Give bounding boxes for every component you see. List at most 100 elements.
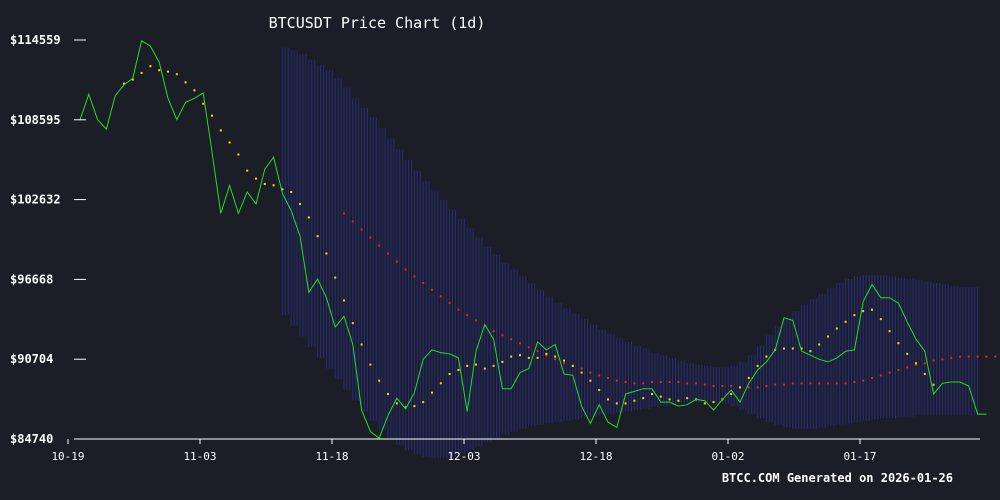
short-ma-point — [598, 389, 601, 391]
long-ma-point — [527, 346, 530, 349]
short-ma-point — [871, 308, 873, 311]
long-ma-point — [598, 374, 601, 377]
long-ma-point — [906, 366, 909, 369]
x-tick-label: 11-03 — [183, 450, 216, 463]
long-ma-point — [967, 355, 970, 358]
short-ma-point — [923, 373, 926, 375]
long-ma-point — [492, 330, 495, 333]
short-ma-point — [818, 343, 821, 346]
price-line — [79, 40, 987, 440]
short-ma-point — [439, 382, 442, 385]
short-ma-point — [237, 153, 240, 156]
short-ma-point — [879, 318, 882, 321]
short-ma-point — [510, 355, 513, 358]
short-ma-point — [290, 191, 293, 193]
long-ma-point — [466, 314, 469, 317]
x-tick-label: 01-17 — [843, 450, 876, 463]
short-ma-point — [809, 350, 812, 353]
long-ma-point — [659, 381, 662, 383]
long-ma-point — [879, 374, 882, 377]
long-ma-point — [378, 244, 381, 247]
long-ma-point — [959, 355, 961, 358]
short-ma-point — [783, 347, 785, 350]
short-ma-point — [527, 356, 530, 359]
short-ma-point — [360, 343, 363, 346]
short-ma-point — [167, 70, 169, 73]
long-ma-point — [923, 362, 926, 365]
short-ma-point — [888, 330, 891, 333]
short-ma-point — [281, 188, 284, 191]
short-ma-point — [431, 391, 433, 394]
short-ma-point — [387, 393, 389, 395]
short-ma-point — [853, 314, 856, 317]
long-ma-point — [580, 367, 583, 370]
short-ma-point — [563, 359, 565, 362]
long-ma-point — [721, 385, 724, 387]
short-ma-point — [263, 183, 266, 185]
short-ma-point — [897, 342, 900, 345]
long-ma-point — [439, 295, 442, 298]
short-ma-point — [739, 386, 741, 389]
short-ma-point — [712, 401, 715, 404]
x-axis-ticks: 10-19 11-03 11-18 12-03 12-18 01-02 01-17 — [51, 439, 877, 463]
short-ma-point — [642, 397, 645, 400]
long-ma-point — [871, 377, 873, 379]
long-ma-point — [519, 342, 521, 345]
short-ma-point — [492, 364, 495, 367]
long-ma-point — [510, 338, 513, 341]
short-ma-point — [580, 371, 583, 374]
short-ma-point — [184, 81, 187, 84]
short-ma-point — [633, 399, 636, 402]
long-ma-point — [501, 334, 504, 337]
short-ma-point — [228, 141, 231, 144]
long-ma-point — [809, 382, 812, 385]
long-ma-point — [351, 220, 354, 223]
long-ma-point — [457, 308, 460, 311]
long-ma-point — [765, 385, 768, 387]
long-ma-point — [774, 383, 777, 386]
y-tick-label: $108595 — [10, 113, 61, 127]
long-ma-point — [448, 302, 451, 305]
short-ma-point — [378, 379, 381, 382]
short-ma-point — [334, 276, 337, 279]
long-ma-point — [941, 358, 944, 361]
short-ma-point — [158, 69, 161, 72]
short-ma-point — [140, 71, 143, 74]
long-ma-point — [800, 382, 803, 385]
long-ma-point — [607, 377, 609, 379]
long-ma-point — [360, 228, 363, 231]
short-ma-point — [862, 310, 865, 313]
long-ma-point — [642, 382, 645, 385]
short-ma-point — [351, 322, 354, 325]
short-ma-point — [501, 360, 504, 363]
long-ma-point — [915, 363, 917, 366]
short-ma-point — [554, 355, 557, 358]
short-ma-point — [536, 356, 539, 359]
long-ma-point — [791, 382, 794, 385]
short-ma-point — [615, 402, 618, 405]
long-ma-point — [422, 282, 425, 284]
short-ma-point — [316, 235, 319, 238]
short-ma-point — [668, 398, 671, 401]
long-ma-point — [827, 382, 829, 385]
long-ma-point — [712, 385, 715, 387]
short-ma-point — [906, 352, 909, 355]
long-ma-point — [554, 358, 557, 361]
long-ma-point — [651, 381, 653, 383]
short-ma-point — [624, 402, 627, 405]
short-ma-point — [466, 364, 469, 367]
short-ma-point — [835, 327, 838, 330]
short-ma-point — [307, 216, 310, 219]
long-ma-point — [404, 268, 407, 271]
long-ma-point — [686, 382, 689, 385]
long-ma-point — [888, 371, 891, 374]
long-ma-point — [677, 381, 680, 383]
short-ma-point — [659, 395, 662, 398]
short-ma-point — [686, 397, 689, 400]
long-ma-point — [853, 381, 856, 383]
long-ma-point — [976, 355, 979, 358]
short-ma-point — [202, 102, 205, 105]
short-ma-point — [457, 369, 460, 371]
